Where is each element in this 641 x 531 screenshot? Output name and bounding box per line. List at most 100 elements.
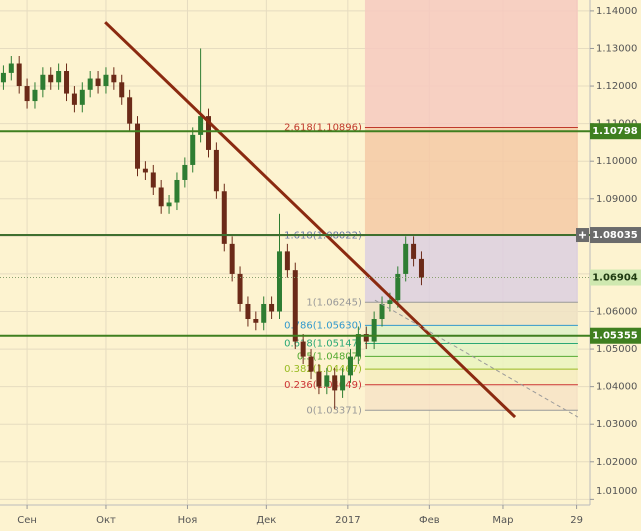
- candle-body: [95, 78, 101, 87]
- candle-body: [213, 149, 219, 192]
- candle-body: [142, 168, 148, 173]
- level-box: [590, 227, 641, 244]
- candle-body: [387, 300, 393, 304]
- x-tick-label: 2017: [335, 515, 360, 526]
- candle-body: [284, 251, 290, 271]
- candle-body: [300, 341, 306, 357]
- candle-body: [174, 179, 180, 203]
- y-tick-label: 1.04000: [596, 382, 637, 393]
- candle-body: [87, 78, 93, 90]
- candle-body: [261, 303, 267, 323]
- y-tick-label: 1.09000: [596, 194, 637, 205]
- fib-zone: [364, 127, 578, 236]
- x-tick-label: 29: [570, 515, 583, 526]
- candle-body: [56, 71, 62, 83]
- fib-label: 0.618(1.05147): [284, 339, 362, 350]
- y-tick-label: 1.03000: [596, 419, 637, 430]
- y-tick-label: 1.02000: [596, 457, 637, 468]
- candle-body: [135, 123, 141, 169]
- candle-body: [150, 172, 156, 188]
- candle-body: [158, 187, 164, 207]
- y-tick-label: 1.01000: [596, 486, 637, 497]
- fib-zone: [364, 325, 578, 344]
- x-tick-label: Сен: [17, 515, 37, 526]
- current-price-box: [590, 269, 641, 286]
- candle-body: [308, 356, 314, 372]
- y-tick-label: 1.13000: [596, 43, 637, 54]
- fib-zone: [364, 384, 578, 411]
- candle-body: [119, 82, 125, 98]
- fib-label: 0.236(1.04049): [284, 380, 362, 391]
- candle-body: [166, 202, 172, 207]
- candle-body: [403, 243, 409, 274]
- level-label: 1.10798: [592, 126, 638, 137]
- candle-body: [198, 116, 204, 135]
- fib-zone: [364, 0, 578, 128]
- x-tick-label: Фев: [419, 515, 440, 526]
- candle-body: [347, 356, 353, 376]
- fib-zone: [364, 343, 578, 357]
- y-tick-label: 1.05000: [596, 344, 637, 355]
- candle-body: [292, 270, 298, 342]
- trend-line: [104, 21, 517, 419]
- y-tick-label: 1.06000: [596, 306, 637, 317]
- x-tick-label: Ноя: [178, 515, 198, 526]
- candle-body: [24, 86, 30, 102]
- level-label: 1.05355: [592, 331, 638, 342]
- fib-zone: [364, 302, 578, 326]
- fib-label: 0.786(1.05630): [284, 320, 362, 331]
- level-box: [590, 327, 641, 344]
- candle-body: [276, 251, 282, 312]
- candle-body: [269, 303, 275, 312]
- candle-body: [71, 93, 77, 105]
- candle-body: [332, 375, 338, 391]
- candle-body: [324, 375, 330, 387]
- fib-label: 0(1.03371): [306, 405, 362, 416]
- x-tick-label: Мар: [492, 515, 513, 526]
- x-tick-label: Окт: [96, 515, 116, 526]
- candle-body: [395, 273, 401, 301]
- candle-body: [182, 164, 188, 180]
- level-box: [590, 123, 641, 140]
- fib-label: 0.382(1.04467): [284, 364, 362, 375]
- level-label: 1.08035: [592, 230, 638, 241]
- candle-body: [111, 74, 117, 83]
- y-tick-label: 1.12000: [596, 81, 637, 92]
- y-tick-label: 1.10000: [596, 156, 637, 167]
- candle-body: [221, 191, 227, 244]
- candle-body: [40, 74, 46, 90]
- candle-body: [371, 319, 377, 342]
- candle-body: [411, 243, 417, 259]
- candle-body: [190, 134, 196, 165]
- candle-body: [127, 97, 133, 124]
- candle-body: [8, 63, 14, 73]
- candle-body: [245, 303, 251, 320]
- candle-body: [0, 72, 6, 83]
- candle-body: [103, 74, 109, 87]
- candle-body: [237, 273, 243, 304]
- fib-zone: [364, 356, 578, 370]
- candle-body: [363, 334, 369, 342]
- fib-label: 0.5(1.04807): [297, 351, 362, 362]
- candle-body: [64, 71, 70, 94]
- candle-body: [340, 375, 346, 391]
- y-tick-label: 1.14000: [596, 6, 637, 17]
- fib-label: 2.618(1.10896): [284, 123, 362, 134]
- plus-icon: [579, 231, 586, 239]
- candle-body: [229, 243, 235, 274]
- candle-body: [418, 258, 424, 278]
- fib-zone: [364, 235, 578, 303]
- current-price-label: 1.06904: [592, 273, 638, 284]
- candle-body: [253, 319, 259, 323]
- candle-body: [316, 371, 322, 387]
- candle-body: [379, 303, 385, 320]
- candle-body: [32, 89, 38, 102]
- candle-body: [48, 74, 54, 83]
- fib-label: 1(1.06245): [306, 297, 362, 308]
- candle-body: [205, 116, 211, 150]
- candle-body: [16, 63, 22, 87]
- x-tick-label: Дек: [256, 515, 276, 526]
- candle-body: [79, 89, 85, 105]
